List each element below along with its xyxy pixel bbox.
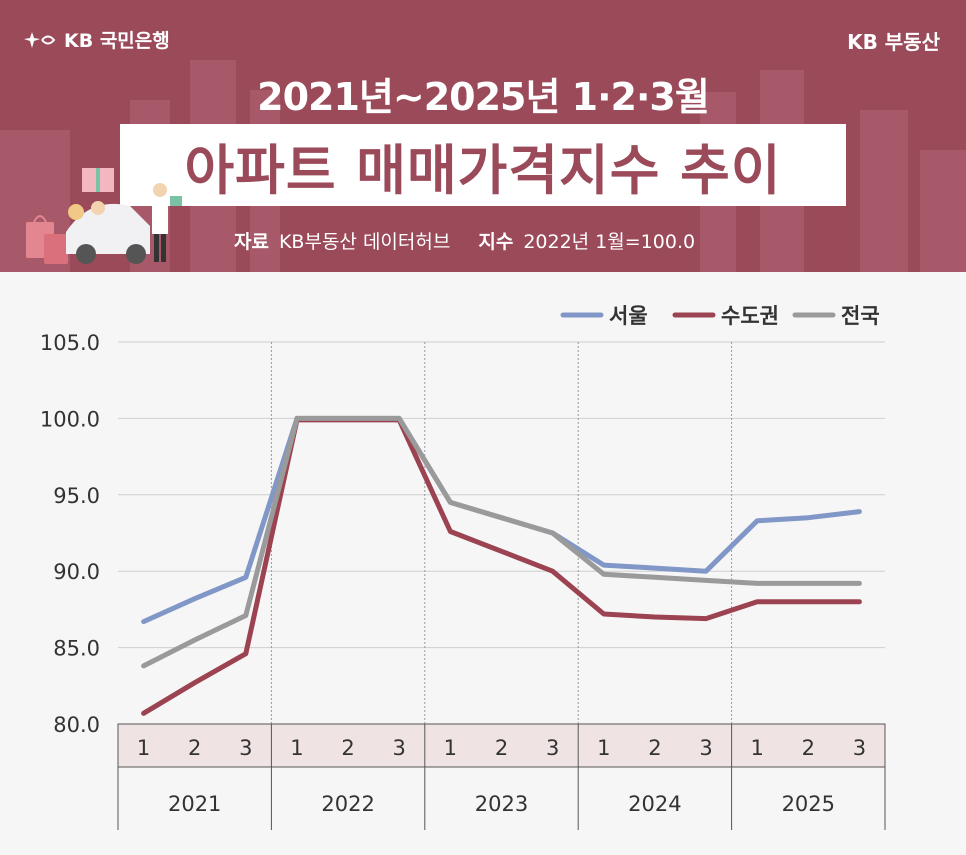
month-label: 2 [188,736,201,760]
legend-label: 전국 [841,304,880,328]
month-label: 1 [750,736,763,760]
shopping-bag-icon [44,234,68,264]
car-illustration [26,168,182,264]
month-label: 2 [341,736,354,760]
index-value: 2022년 1월=100.0 [523,231,696,253]
legend-label: 수도권 [721,304,779,328]
month-label: 1 [290,736,303,760]
title-box: 아파트 매매가격지수 추이 [120,124,846,206]
x-axis-table: 1 2 3 1 2 3 1 2 3 1 2 3 1 2 3 2021 2022 2023 2024 2025 [117,723,886,830]
chart-grid [118,341,885,725]
year-label: 2022 [321,792,374,816]
source-value: KB부동산 데이터허브 [278,231,451,253]
bank-logo-text: KB 국민은행 [64,30,170,52]
month-label: 3 [239,736,252,760]
kb-star-icon [24,31,56,48]
kb-bank-logo: KB 국민은행 [24,26,170,53]
y-tick-label: 85.0 [53,637,100,661]
month-label: 3 [393,736,406,760]
month-label: 1 [444,736,457,760]
month-label: 1 [597,736,610,760]
y-tick-label: 80.0 [53,713,100,737]
year-separators [270,342,733,724]
period-subtitle: 2021년~2025년 1·2·3월 [257,75,710,119]
y-tick-label: 100.0 [40,407,100,431]
month-label: 1 [137,736,150,760]
page-title: 아파트 매매가격지수 추이 [184,138,782,202]
skyline-building [860,110,908,272]
year-label: 2023 [475,792,528,816]
year-label: 2021 [168,792,221,816]
month-label: 2 [495,736,508,760]
brand-logo: KB 부동산 [847,30,940,54]
y-tick-label: 105.0 [40,331,100,355]
series-line-전국 [141,415,862,669]
y-tick-label: 95.0 [53,484,100,508]
y-tick-label: 90.0 [53,560,100,584]
index-label: 지수 [478,231,514,253]
month-label: 3 [546,736,559,760]
month-label: 3 [853,736,866,760]
legend-label: 서울 [609,304,648,328]
year-label: 2025 [782,792,835,816]
y-axis-ticks: 105.0 100.0 95.0 90.0 85.0 80.0 [40,331,100,737]
month-label: 2 [802,736,815,760]
month-label: 3 [699,736,712,760]
month-label: 2 [648,736,661,760]
car-icon [66,203,150,254]
header-banner: KB 국민은행 KB 부동산 2021년~2025년 1·2·3월 아파트 매매… [0,0,966,272]
series-line-수도권 [141,417,862,716]
source-label: 자료 [234,231,269,253]
legend: 서울 수도권 전국 [560,304,880,328]
skyline-building [920,150,966,272]
person-icon [153,183,167,197]
series-lines [141,415,862,716]
year-label: 2024 [628,792,681,816]
source-line: 자료 KB부동산 데이터허브 지수 2022년 1월=100.0 [234,227,695,254]
